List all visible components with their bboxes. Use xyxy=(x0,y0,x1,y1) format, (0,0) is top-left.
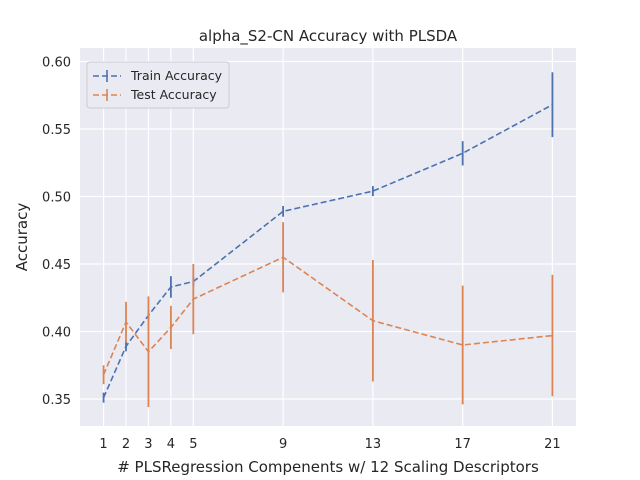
y-tick-label: 0.60 xyxy=(42,56,71,71)
y-tick-label: 0.55 xyxy=(42,123,71,138)
series-group xyxy=(102,72,554,408)
x-tick-label: 5 xyxy=(189,437,197,452)
legend-label-train: Train Accuracy xyxy=(130,68,223,83)
legend-label-test: Test Accuracy xyxy=(130,87,217,102)
x-tick-label: 2 xyxy=(122,437,130,452)
legend-item-train: Train Accuracy xyxy=(93,68,223,83)
y-axis-label: Accuracy xyxy=(13,203,31,272)
plot-background xyxy=(80,48,576,426)
y-tick-label: 0.35 xyxy=(42,393,71,408)
legend-frame xyxy=(86,61,230,109)
x-tick-label: 17 xyxy=(454,437,471,452)
y-tick-label: 0.45 xyxy=(42,258,71,273)
x-tick-label: 1 xyxy=(99,437,107,452)
x-tick-label: 21 xyxy=(544,437,561,452)
x-tick-label: 4 xyxy=(167,437,175,452)
y-tick-label: 0.50 xyxy=(42,191,71,206)
y-tick-labels: 0.35 0.40 0.45 0.50 0.55 0.60 xyxy=(42,56,71,409)
x-tick-label: 9 xyxy=(279,437,287,452)
legend-item-test: Test Accuracy xyxy=(93,87,217,102)
x-tick-label: 3 xyxy=(144,437,152,452)
x-tick-labels: 1 2 3 4 5 9 13 17 21 xyxy=(99,437,560,452)
chart-title: alpha_S2-CN Accuracy with PLSDA xyxy=(199,27,458,46)
series-1 xyxy=(102,222,554,408)
legend: Train Accuracy Test Accuracy xyxy=(86,61,230,109)
x-axis-label: # PLSRegression Compenents w/ 12 Scaling… xyxy=(117,458,539,476)
x-tick-label: 13 xyxy=(365,437,382,452)
y-tick-label: 0.40 xyxy=(42,326,71,341)
